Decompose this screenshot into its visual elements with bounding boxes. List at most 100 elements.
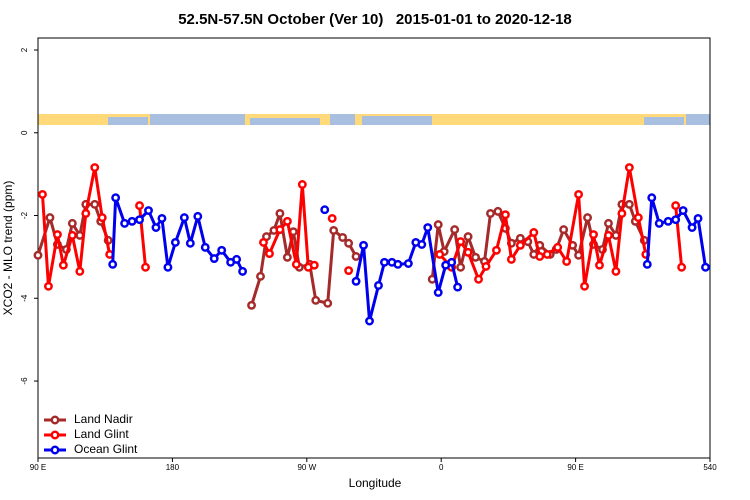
data-point: [687, 223, 697, 232]
data-point: [580, 281, 590, 291]
data-point: [90, 163, 100, 172]
data-point: [663, 216, 673, 226]
data-point: [232, 254, 242, 264]
data-point: [81, 208, 91, 218]
data-point: [671, 201, 681, 211]
data-point: [344, 238, 354, 248]
data-point: [265, 249, 274, 259]
data-point: [282, 216, 292, 226]
data-point: [589, 230, 598, 240]
data-point: [135, 201, 144, 211]
data-point: [108, 259, 118, 269]
data-point: [323, 298, 333, 308]
data-point: [474, 274, 483, 284]
data-point: [624, 163, 634, 172]
data-point: [309, 260, 319, 270]
data-point: [456, 237, 466, 247]
data-point: [259, 237, 268, 247]
data-point: [583, 213, 592, 223]
data-point: [633, 213, 643, 223]
chart-title: 52.5N-57.5N October (Ver 10) 2015-01-01 …: [178, 11, 572, 28]
data-point: [151, 223, 161, 232]
legend-label: Land Glint: [74, 427, 129, 441]
data-point: [515, 233, 525, 243]
data-point: [365, 316, 374, 326]
data-point: [111, 193, 121, 203]
data-point: [297, 180, 307, 189]
data-point: [595, 260, 604, 270]
data-point: [291, 259, 301, 269]
data-point: [135, 215, 144, 225]
data-point: [450, 225, 460, 235]
data-point: [433, 288, 443, 297]
data-point: [351, 276, 361, 286]
data-point: [163, 262, 173, 272]
x-tick-label: 90 E: [567, 463, 583, 472]
data-point: [481, 261, 491, 271]
data-point: [671, 215, 681, 225]
data-point: [447, 257, 457, 267]
x-axis-label: Longitude: [349, 476, 402, 490]
data-point: [179, 213, 189, 223]
data-point: [417, 240, 427, 249]
data-point: [351, 252, 361, 261]
data-point: [120, 218, 130, 228]
data-point: [127, 216, 137, 226]
data-point: [617, 208, 627, 218]
data-point: [275, 225, 285, 235]
x-tick-label: 0: [439, 463, 444, 472]
legend-marker: [50, 430, 60, 440]
data-point: [463, 232, 473, 242]
data-point: [515, 240, 525, 250]
y-tick-label: -2: [20, 211, 29, 219]
data-point: [529, 228, 539, 237]
data-point: [141, 262, 150, 272]
data-point: [535, 252, 545, 261]
data-point: [562, 256, 572, 266]
data-point: [200, 242, 210, 252]
data-point: [492, 245, 501, 255]
y-tick-label: -6: [20, 377, 29, 385]
data-point: [677, 262, 687, 272]
data-point: [654, 218, 664, 228]
data-point: [701, 262, 710, 272]
data-point: [486, 208, 495, 218]
x-tick-label: 180: [166, 463, 180, 472]
legend-label: Ocean Glint: [74, 442, 138, 456]
data-point: [453, 282, 463, 292]
data-point: [97, 213, 107, 223]
y-tick-label: -4: [20, 294, 29, 302]
data-point: [456, 262, 466, 272]
data-point: [33, 250, 43, 260]
data-point: [423, 223, 433, 232]
data-point: [275, 208, 285, 218]
data-point: [67, 230, 77, 240]
data-point: [67, 218, 77, 228]
legend-label: Land Nadir: [74, 412, 133, 426]
data-point: [624, 199, 634, 209]
data-point: [642, 259, 652, 269]
data-point: [217, 245, 227, 255]
data-point: [553, 242, 563, 252]
y-axis-label: XCO2 - MLO trend (ppm): [1, 181, 15, 316]
data-point: [320, 205, 330, 215]
data-point: [256, 271, 265, 281]
data-point: [311, 295, 321, 305]
data-point: [500, 210, 510, 220]
y-tick-label: 0: [20, 130, 29, 135]
data-point: [38, 189, 47, 199]
data-point: [506, 254, 516, 264]
data-point: [493, 206, 503, 216]
data-point: [393, 259, 403, 269]
data-point: [44, 281, 53, 291]
data-point: [327, 213, 337, 223]
data-point: [329, 225, 339, 235]
data-point: [604, 218, 613, 228]
data-point: [693, 213, 703, 223]
data-point: [52, 230, 62, 240]
series-line: [40, 166, 684, 288]
data-point: [380, 257, 389, 267]
data-point: [344, 266, 354, 276]
data-point: [282, 252, 292, 262]
data-point: [75, 266, 85, 276]
